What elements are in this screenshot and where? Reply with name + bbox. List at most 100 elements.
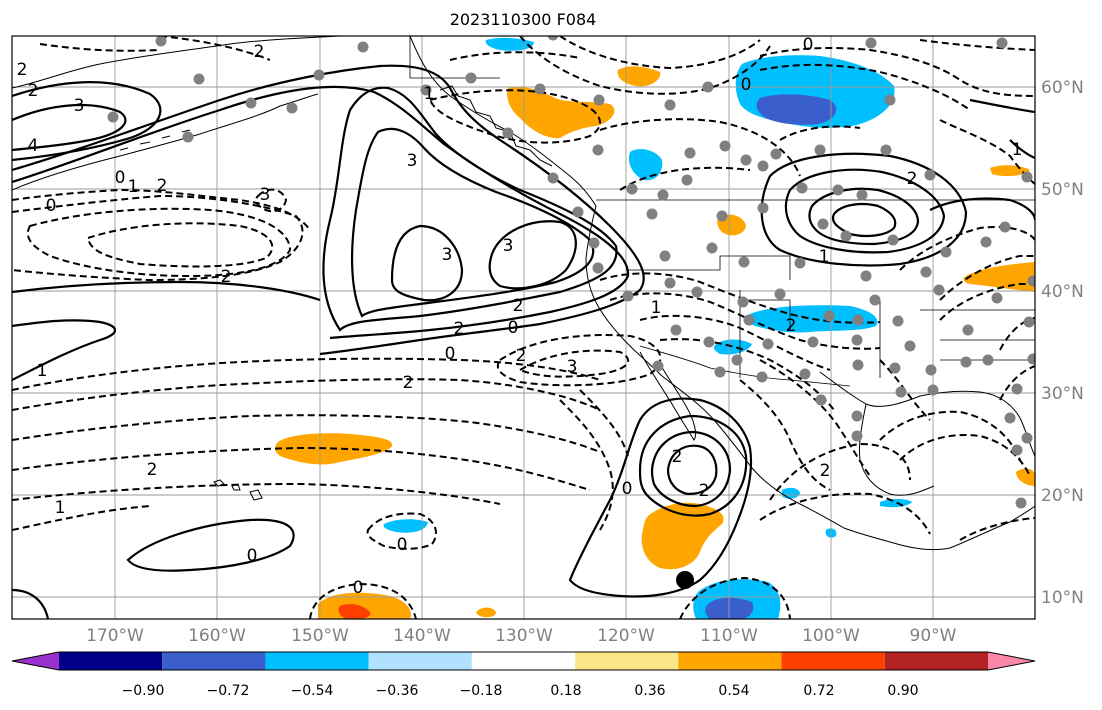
negative-anomaly-area [485, 37, 534, 51]
contour-line [639, 314, 831, 371]
colorbar-segment [781, 652, 885, 670]
colorbar-outline [11, 651, 1036, 671]
positive-anomaly-area [1016, 468, 1035, 486]
colorbar-segment [884, 652, 988, 670]
lat-label: 60°N [1041, 78, 1084, 98]
contour-label: 1 [651, 298, 662, 318]
contour-line [390, 224, 464, 302]
colorbar-segment [59, 652, 163, 670]
colorbar-extend-high [988, 652, 1035, 670]
contour-label: 2 [403, 373, 414, 393]
strong-positive-anomaly-area [338, 604, 371, 619]
colorbar-tick-label: −0.18 [460, 683, 503, 699]
map-area [12, 36, 1035, 619]
contour-label: 3 [442, 245, 453, 265]
contour-line [12, 588, 50, 619]
contour-line [159, 36, 271, 61]
contour-line [969, 98, 1035, 114]
contour-line [959, 517, 1035, 541]
contour-label: 2 [221, 267, 232, 287]
lat-label: 50°N [1041, 180, 1084, 200]
contour-label: 0 [46, 196, 57, 216]
contour-label: 1 [1012, 140, 1023, 160]
contour-label: 3 [260, 185, 271, 205]
lon-label: 150°W [291, 626, 349, 646]
lon-label: 140°W [393, 626, 451, 646]
lon-label: 120°W [597, 626, 655, 646]
contour-line [760, 152, 968, 267]
colorbar-segment [265, 652, 369, 670]
contour-label: 2 [254, 42, 265, 62]
negative-anomaly-area [880, 499, 912, 508]
lon-label: 170°W [86, 626, 144, 646]
contour-line [779, 125, 861, 141]
contour-label: 3 [407, 151, 418, 171]
contour-line [879, 410, 1021, 461]
colorbar-tick-label: −0.72 [207, 683, 250, 699]
contour-line [929, 197, 1035, 221]
contour-line [519, 36, 771, 95]
contour-label: 0 [247, 546, 258, 566]
contour-line [599, 118, 801, 177]
colorbar [11, 651, 1036, 671]
contour-line [12, 378, 601, 411]
contour-line [12, 357, 601, 391]
contour-label: 2 [672, 447, 683, 467]
contour-line [309, 582, 417, 619]
contour-line [659, 338, 835, 411]
contour-label: 2 [17, 60, 28, 80]
colorbar-tick-label: 0.72 [803, 683, 834, 699]
contour-line [808, 187, 920, 246]
colorbar-segment [678, 652, 782, 670]
contour-label: 1 [819, 247, 830, 267]
contour-label: 3 [503, 236, 514, 256]
lon-label: 130°W [495, 626, 553, 646]
colorbar-segment [471, 652, 576, 670]
colorbar-tick-label: 0.36 [634, 683, 665, 699]
contour-line [759, 47, 1035, 97]
contour-line [12, 414, 601, 453]
contour-label: 2 [454, 319, 465, 339]
contour-line [428, 89, 601, 144]
contour-line [759, 492, 931, 535]
contour-line [517, 349, 630, 378]
contour-line [322, 86, 618, 332]
contour-line [351, 127, 595, 318]
contour-lines [12, 36, 1035, 619]
lon-label: 90°W [910, 626, 957, 646]
contour-line [12, 446, 591, 491]
contour-line [254, 188, 288, 213]
contour-line [939, 255, 1035, 301]
map-title: 2023110300 F084 [450, 10, 597, 29]
contour-label: 2 [28, 81, 39, 101]
colorbar-tick-label: 0.18 [550, 683, 581, 699]
negative-anomaly-area [628, 149, 663, 181]
contour-label: 1 [55, 498, 66, 518]
contour-label: 0 [115, 168, 126, 188]
longitude-labels: 170°W 160°W 150°W 140°W 130°W 120°W 110°… [86, 626, 957, 646]
contour-line [679, 576, 791, 619]
latitude-labels: 60°N 50°N 40°N 30°N 20°N 10°N [1041, 78, 1084, 608]
negative-anomaly-area [746, 305, 878, 333]
contour-line [12, 280, 321, 302]
contour-label: 3 [74, 96, 85, 116]
colorbar-tick-label: 0.90 [887, 683, 918, 699]
station-markers [107, 36, 1035, 509]
contour-label: 2 [516, 346, 527, 366]
contour-label: 1 [128, 177, 139, 197]
contour-label: 0 [353, 578, 364, 598]
contour-label: 2 [820, 461, 831, 481]
contour-label: 3 [567, 357, 578, 377]
contour-label: 2 [786, 316, 797, 336]
colorbar-segment [575, 652, 679, 670]
lon-label: 100°W [802, 626, 860, 646]
contour-line [449, 51, 581, 61]
contour-line [784, 168, 946, 254]
contour-line [559, 36, 761, 70]
contour-line [12, 85, 630, 340]
lat-label: 30°N [1041, 384, 1084, 404]
contour-line [899, 434, 1031, 477]
colorbar-tick-label: 0.54 [718, 683, 749, 699]
contour-line [568, 397, 753, 598]
